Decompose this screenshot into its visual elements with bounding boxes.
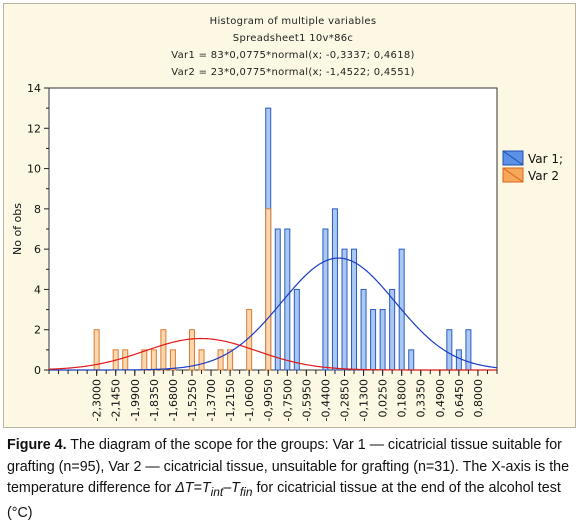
x-tick-label-14: -0,1300 (358, 379, 371, 421)
bar-var2-12 (265, 208, 272, 371)
y-tick-label-3: 6 (34, 243, 41, 256)
bar-var1-9 (370, 309, 377, 371)
legend: Var 1; Var 2 (502, 150, 563, 183)
bar-var1-10 (379, 309, 386, 371)
x-tick-label-17: 0,3350 (415, 379, 428, 418)
figure-caption: Figure 4. The diagram of the scope for t… (7, 435, 573, 525)
fit-curve-var1 (49, 257, 498, 371)
y-tick-label-5: 10 (27, 163, 41, 176)
bar-var1-4 (322, 228, 329, 371)
figure-panel: Histogram of multiple variables Spreadsh… (3, 3, 576, 428)
x-tick-label-9: -0,9050 (262, 379, 275, 421)
chart-subtitle: Spreadsheet1 10v*86c (233, 33, 353, 44)
caption-sub-fin: fin (239, 484, 253, 499)
y-tick-label-1: 2 (34, 324, 41, 337)
x-tick-label-20: 0,8000 (472, 379, 485, 418)
legend-label-var1: Var 1; (528, 152, 563, 166)
fit-line-var2: Var2 = 23*0,0775*normal(x; -1,4522; 0,45… (171, 67, 414, 78)
bar-var1-8 (360, 288, 367, 371)
curves-group (48, 257, 498, 371)
plot-area (48, 87, 498, 371)
y-tick-label-0: 0 (34, 364, 41, 377)
bar-var2-3 (141, 349, 148, 371)
x-tick-label-7: -1,2150 (224, 379, 237, 421)
bar-var2-6 (169, 349, 176, 371)
x-tick-label-19: 0,6450 (453, 379, 466, 418)
caption-text-1: The diagram of the scope for the groups:… (7, 437, 570, 496)
bar-var1-6 (341, 248, 348, 371)
x-tick-label-10: -0,7500 (281, 379, 294, 421)
x-tick-label-15: 0,0250 (377, 379, 390, 418)
fit-curve-var2 (48, 337, 497, 371)
y-tick-label-6: 12 (27, 122, 41, 135)
bar-var2-9 (217, 349, 224, 371)
x-tick-label-8: -1,0600 (243, 379, 256, 421)
y-tick-label-7: 14 (27, 82, 41, 95)
x-tick-label-12: -0,4400 (319, 379, 332, 421)
bar-var1-14 (446, 329, 453, 371)
y-tick-label-4: 8 (34, 203, 41, 216)
bar-var2-2 (122, 349, 129, 371)
x-tick-label-4: -1,6800 (167, 379, 180, 421)
bar-var1-7 (351, 248, 358, 371)
bar-var1-11 (389, 288, 396, 371)
x-tick-label-6: -1,3700 (205, 379, 218, 421)
caption-minus: –T (223, 480, 240, 496)
x-tick-label-11: -0,5950 (300, 379, 313, 421)
bar-var2-8 (198, 349, 205, 371)
x-tick-label-2: -1,9900 (129, 379, 142, 421)
x-tick-label-13: -0,2850 (338, 379, 351, 421)
caption-sub-int: int (210, 484, 224, 499)
x-tick-label-0: -2,3000 (91, 379, 104, 421)
fit-line-var1: Var1 = 83*0,0775*normal(x; -0,3337; 0,46… (171, 50, 414, 61)
x-tick-label-18: 0,4900 (434, 379, 447, 418)
x-tick-label-1: -2,1450 (110, 379, 123, 421)
bar-var1-2 (284, 228, 291, 371)
bar-var1-15 (455, 349, 462, 371)
legend-label-var2: Var 2 (528, 169, 559, 183)
y-tick-label-2: 4 (34, 283, 41, 296)
bar-var2-7 (188, 329, 195, 371)
caption-label: Figure 4. (7, 437, 67, 453)
bar-var1-1 (274, 228, 281, 371)
x-tick-label-5: -1,5250 (186, 379, 199, 421)
y-axis: 0 2 4 6 8 10 12 14 (27, 82, 49, 377)
caption-text-2: for cicatricial tissue at the end of the… (7, 480, 561, 522)
caption-delta: ΔT=T (175, 480, 211, 496)
histogram-chart: Histogram of multiple variables Spreadsh… (11, 16, 563, 421)
bar-var1-16 (465, 329, 472, 371)
x-tick-label-16: 0,1800 (396, 379, 409, 418)
bar-var1-13 (408, 349, 415, 371)
legend-swatch-var2-diag (502, 167, 524, 183)
bar-var1-5 (331, 208, 338, 371)
y-axis-label: No of obs (11, 203, 24, 255)
x-axis: -2,3000 -2,1450 -1,9900 -1,8350 -1,6800 -1,52… (48, 370, 498, 421)
bar-var1-3 (293, 288, 300, 371)
bar-var2-5 (160, 329, 167, 371)
chart-title: Histogram of multiple variables (210, 16, 377, 27)
legend-swatch-var1-diag (502, 150, 524, 166)
bar-var2-4 (150, 349, 157, 371)
x-tick-label-3: -1,8350 (148, 379, 161, 421)
